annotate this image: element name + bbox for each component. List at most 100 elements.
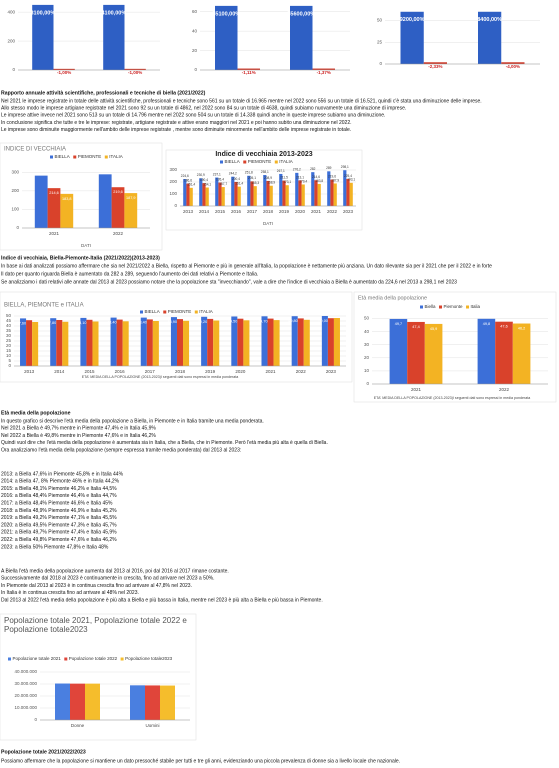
bar [314,180,318,206]
bar [267,318,274,366]
data-label: 183,8 [315,179,323,183]
y-tick-label: 60 [192,9,198,14]
paragraph-line: 2016: a Biella 48,4% Piemonte 46,4% e It… [1,493,117,499]
bar [201,316,208,366]
bar [160,685,175,720]
data-label: 157,7 [219,182,227,186]
bar [333,318,340,366]
data-label: 168,9 [267,181,275,185]
bar-annotation: -1,37% [317,70,331,75]
data-label: 213,1 [296,175,304,179]
paragraph-line: 2013: a Biella 47,6% in Piemonte 45,8% e… [1,471,124,477]
legend-label: ITALIA [109,154,122,159]
chart-frame [0,0,170,76]
bar [146,319,153,366]
bar [303,319,310,366]
bar [478,11,502,64]
data-label: 49,70% [258,319,272,323]
legend-label: Italia [471,304,481,309]
data-label: 49,20% [198,320,212,324]
data-label: 48,90% [168,320,182,324]
data-label: 165,3 [251,181,259,185]
paragraph-line: Se analizziamo i dati relativi alle anna… [1,279,457,285]
data-label: 47,6 [500,325,507,329]
y-tick-label: 0 [8,363,11,368]
x-tick-label: Uomini [145,723,159,728]
y-tick-label: 10.000.000 [14,705,37,710]
bar [189,187,193,206]
data-label: 161,4 [235,181,243,185]
bar [282,180,286,206]
legend-label: ITALIA [279,159,292,164]
bar [279,173,283,206]
bar [234,181,238,206]
bar [266,180,270,206]
bar [290,5,313,71]
paragraph-line: In Piemonte dal 2013 al 2023 è in contin… [1,583,192,589]
bar [183,179,187,206]
x-tick-label: 2015 [84,369,95,374]
bar [291,316,298,366]
bar-annotation: 3100,00% [30,10,55,16]
bar [199,178,203,206]
bar [263,175,267,206]
x-tick-label: 2019 [205,369,216,374]
bar [124,193,138,228]
legend-swatch [64,657,68,661]
chart-title: Indice di vecchiaia 2013-2023 [215,151,312,158]
bar [215,5,238,71]
paragraph-line: In conclusione significa che tutte e tre… [1,120,352,126]
y-tick-label: 50 [6,313,12,318]
legend-label: PIEMONTE [248,159,272,164]
bar [218,182,222,206]
x-tick-label: 2021 [411,387,422,392]
data-label: 187,9 [126,196,136,200]
bar [110,317,117,366]
y-tick-label: 40 [6,323,12,328]
data-label: 276,2 [293,168,301,172]
x-tick-label: 2013 [183,209,194,214]
data-label: 219,6 [328,174,336,178]
section-heading: Indice di vecchiaia, Biella-Piemonte-Ita… [1,255,160,261]
data-label: 45,9 [430,327,437,331]
bar [423,62,447,64]
bar [243,320,250,366]
chart: 0 25 50 9200,00% 8400,00% -2,33% -4,00% [370,0,545,76]
bar [85,683,100,720]
bar [152,321,159,366]
bar [269,185,273,206]
x-tick-label: Donne [71,723,85,728]
legend-swatch [120,657,124,661]
data-label: 289 [326,166,332,170]
bar-annotation: 55600,00% [287,11,315,17]
bar [343,170,347,206]
y-tick-label: 40 [364,329,370,334]
bar [346,178,350,206]
bar [253,186,257,206]
y-tick-label: 200 [169,179,177,184]
bar [98,174,112,228]
legend-label: Popolazione totale 2022 [69,656,118,661]
bar [495,321,513,384]
bar [62,321,69,366]
data-label: 267,1 [277,169,285,173]
chart-title-box: Popolazione totale 2021, Popolazione tot… [4,616,187,634]
x-tick-label: 2021 [49,231,60,236]
y-tick-label: 5 [8,358,11,363]
data-label: 47,4 [412,325,419,329]
legend-swatch [73,155,77,159]
y-tick-label: 10 [364,368,370,373]
data-label: 179,4 [299,179,307,183]
x-tick-label: 2022 [327,209,338,214]
bar [34,175,48,228]
bar-annotation: 8400,00% [477,17,502,23]
legend-label: Piemonte [444,304,464,309]
paragraph-line: Nel 2021 a Biella è 49,7% mentre in Piem… [1,426,156,432]
paragraph-line: Quindi vuol dire che l'età media della p… [1,440,328,446]
paragraph-line: Successivamente dal 2018 al 2023 è conti… [1,576,214,582]
x-tick-label: 2016 [231,209,242,214]
chart: 0 100 200 300 Indice di vecchiaia 2013-2023B… [165,149,363,231]
